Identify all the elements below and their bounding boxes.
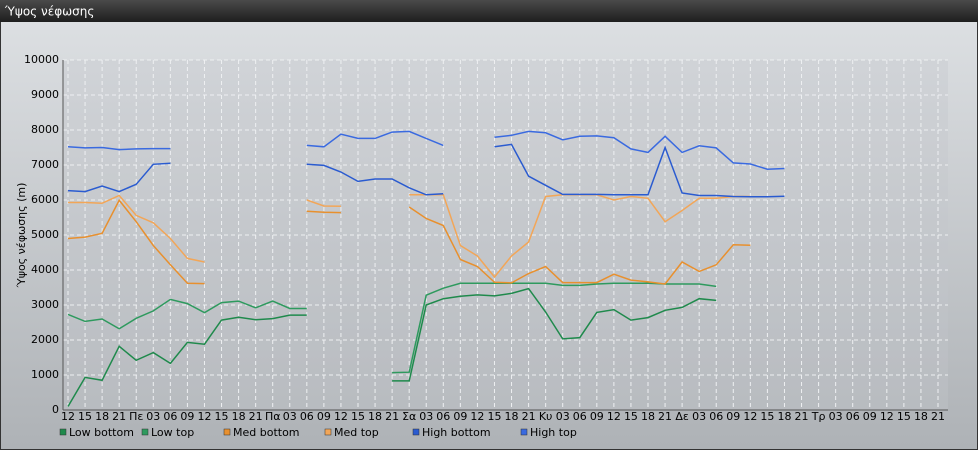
x-tick-label: 21 bbox=[249, 410, 263, 423]
x-tick-label: 03 bbox=[829, 410, 843, 423]
legend-label: High bottom bbox=[422, 426, 491, 439]
x-tick-label: Πε bbox=[129, 410, 143, 423]
x-tick-label: 12 bbox=[197, 410, 211, 423]
legend-swatch bbox=[412, 428, 420, 436]
x-tick-label: Κυ bbox=[539, 410, 553, 423]
chart-title: Ύψος νέφωσης bbox=[4, 5, 94, 19]
x-tick-label: 21 bbox=[795, 410, 809, 423]
x-tick-label: 12 bbox=[470, 410, 484, 423]
y-axis-label: Ύψος νέφωσης (m) bbox=[15, 183, 28, 289]
x-tick-label: 15 bbox=[487, 410, 501, 423]
series-line bbox=[67, 143, 785, 198]
x-tick-label: 21 bbox=[931, 410, 945, 423]
legend-label: Med top bbox=[334, 426, 379, 439]
x-tick-label: 06 bbox=[573, 410, 587, 423]
x-tick-label: 12 bbox=[607, 410, 621, 423]
x-tick-label: 21 bbox=[112, 410, 126, 423]
x-tick-label: 15 bbox=[760, 410, 774, 423]
x-tick-label: 06 bbox=[163, 410, 177, 423]
y-tick-label: 5000 bbox=[31, 228, 59, 241]
x-tick-label: 18 bbox=[95, 410, 109, 423]
x-tick-label: Τρ bbox=[811, 410, 826, 423]
x-tick-label: 06 bbox=[709, 410, 723, 423]
x-tick-label: 06 bbox=[436, 410, 450, 423]
legend-swatch bbox=[59, 428, 67, 436]
x-tick-label: 18 bbox=[232, 410, 246, 423]
x-tick-label: 15 bbox=[215, 410, 229, 423]
series-line bbox=[67, 198, 751, 285]
legend-label: Med bottom bbox=[233, 426, 300, 439]
y-tick-label: 9000 bbox=[31, 88, 59, 101]
legend-swatch bbox=[141, 428, 149, 436]
x-tick-label: 12 bbox=[880, 410, 894, 423]
x-tick-label: 09 bbox=[453, 410, 467, 423]
x-tick-label: 09 bbox=[180, 410, 194, 423]
legend-swatch bbox=[520, 428, 528, 436]
x-tick-label: 06 bbox=[300, 410, 314, 423]
x-tick-label: 03 bbox=[419, 410, 433, 423]
legend-label: Low bottom bbox=[69, 426, 134, 439]
legend-swatch bbox=[223, 428, 231, 436]
y-tick-label: 2000 bbox=[31, 333, 59, 346]
series-line bbox=[67, 287, 717, 407]
x-tick-label: 18 bbox=[368, 410, 382, 423]
y-tick-label: 6000 bbox=[31, 193, 59, 206]
x-tick-label: 18 bbox=[505, 410, 519, 423]
legend-label: High top bbox=[530, 426, 577, 439]
x-tick-label: 21 bbox=[522, 410, 536, 423]
x-tick-label: 12 bbox=[61, 410, 75, 423]
y-tick-label: 4000 bbox=[31, 263, 59, 276]
x-tick-label: 12 bbox=[334, 410, 348, 423]
x-tick-label: 18 bbox=[777, 410, 791, 423]
x-tick-label: 09 bbox=[726, 410, 740, 423]
x-tick-label: 18 bbox=[914, 410, 928, 423]
x-tick-label: Δε bbox=[675, 410, 689, 423]
y-tick-label: 8000 bbox=[31, 123, 59, 136]
title-bar bbox=[0, 0, 978, 22]
x-tick-label: 15 bbox=[897, 410, 911, 423]
x-tick-label: 21 bbox=[385, 410, 399, 423]
x-tick-label: 09 bbox=[863, 410, 877, 423]
y-tick-label: 3000 bbox=[31, 298, 59, 311]
legend-label: Low top bbox=[151, 426, 194, 439]
x-tick-label: 09 bbox=[590, 410, 604, 423]
x-tick-label: 12 bbox=[743, 410, 757, 423]
y-tick-label: 7000 bbox=[31, 158, 59, 171]
y-tick-label: 10000 bbox=[24, 53, 59, 66]
x-tick-label: 18 bbox=[641, 410, 655, 423]
x-tick-label: 03 bbox=[146, 410, 160, 423]
y-tick-label: 0 bbox=[52, 403, 59, 416]
x-tick-label: 21 bbox=[658, 410, 672, 423]
legend-swatch bbox=[324, 428, 332, 436]
series-line bbox=[67, 130, 785, 170]
y-tick-label: 1000 bbox=[31, 368, 59, 381]
x-tick-label: Πα bbox=[265, 410, 281, 423]
x-tick-label: Σα bbox=[402, 410, 416, 423]
x-tick-label: 15 bbox=[78, 410, 92, 423]
x-tick-label: 03 bbox=[692, 410, 706, 423]
x-tick-label: 09 bbox=[317, 410, 331, 423]
x-tick-label: 15 bbox=[624, 410, 638, 423]
x-tick-label: 15 bbox=[351, 410, 365, 423]
x-tick-label: 06 bbox=[846, 410, 860, 423]
x-tick-label: 03 bbox=[556, 410, 570, 423]
x-tick-label: 03 bbox=[283, 410, 297, 423]
plot-area: 0 1000 2000 3000 4000 5000 6000 7000 8000 9000 100… bbox=[24, 53, 948, 439]
